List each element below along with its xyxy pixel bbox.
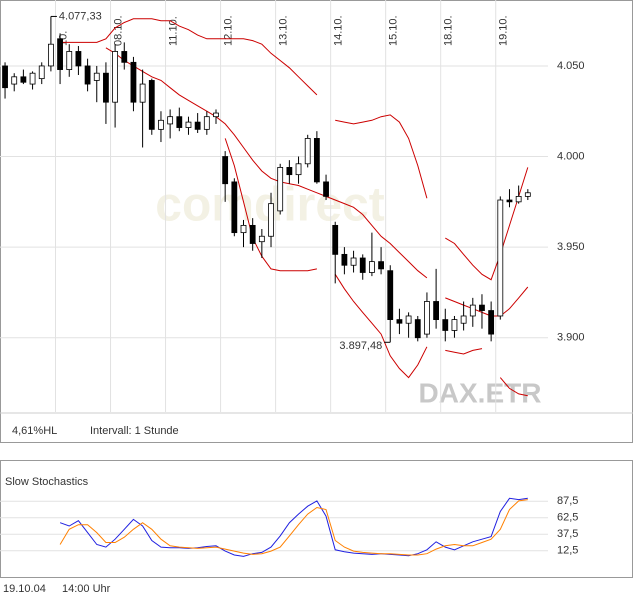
candle-body — [121, 51, 128, 63]
candle-body — [185, 121, 192, 128]
candle-body — [11, 76, 18, 85]
y-tick-label: 4.050 — [557, 60, 585, 72]
candle-body — [2, 65, 8, 89]
candle-body — [332, 224, 339, 255]
footer-date: 19.10.04 — [3, 583, 46, 595]
candle-body — [213, 112, 219, 118]
candle-body — [442, 319, 449, 331]
candle-body — [112, 51, 119, 103]
candle-body — [57, 38, 63, 70]
x-tick-label: 08.10. — [112, 15, 124, 46]
candle-body — [286, 167, 293, 176]
candle-body — [158, 119, 164, 130]
y-tick-label: 3.950 — [557, 241, 585, 253]
candle-body — [304, 138, 311, 165]
x-tick-label: 12.10. — [222, 15, 234, 46]
candle-body — [359, 257, 366, 273]
stochastic-line — [59, 499, 528, 556]
candle-body — [130, 61, 137, 103]
candle-body — [405, 315, 412, 324]
y-tick-label: 4.000 — [557, 150, 585, 162]
x-tick-label: 11.10. — [167, 16, 179, 46]
candle-body — [176, 116, 183, 128]
band-line — [224, 138, 528, 397]
candle-body — [341, 253, 348, 266]
candle-body — [414, 319, 421, 339]
candle-body — [515, 195, 522, 203]
info-interval: Intervall: 1 Stunde — [90, 425, 179, 437]
candle-body — [268, 203, 274, 237]
candle-body — [66, 51, 73, 70]
candle-body — [369, 261, 375, 273]
candle-body — [258, 235, 265, 243]
band-line — [105, 47, 529, 317]
y-tick-label: 12,5 — [557, 545, 578, 557]
candle-body — [387, 270, 394, 320]
x-tick-label: 19.10. — [498, 15, 510, 46]
candle-body — [48, 43, 54, 67]
footer-time: 14:00 Uhr — [62, 583, 111, 595]
candle-body — [75, 51, 82, 67]
candle-body — [524, 192, 531, 197]
candle-body — [148, 80, 155, 130]
candle-body — [488, 310, 495, 335]
stochastic-title: Slow Stochastics — [5, 476, 89, 488]
band-line — [60, 18, 529, 281]
main-panel — [0, 0, 633, 443]
candle-body — [249, 224, 256, 244]
candle-body — [277, 167, 284, 212]
candle-body — [460, 315, 467, 324]
candle-body — [139, 83, 146, 103]
candle-body — [497, 199, 504, 317]
candle-body — [433, 301, 440, 320]
candle-body — [396, 319, 403, 324]
x-tick-label: 14.10. — [333, 15, 345, 46]
annotation-label: 4.077,33 — [59, 10, 102, 22]
symbol-label: DAX.ETR — [419, 377, 542, 408]
candle-body — [295, 163, 302, 176]
stochastic-panel — [0, 460, 633, 578]
candle-body — [203, 116, 210, 130]
candle-body — [451, 319, 458, 331]
candle-body — [479, 304, 485, 311]
candle-body — [313, 138, 320, 183]
stochastic-line — [59, 497, 528, 557]
x-tick-label: 13.10. — [278, 15, 290, 46]
candle-body — [350, 257, 357, 266]
info-range: 4,61%HL — [12, 425, 57, 437]
candle-body — [231, 181, 238, 234]
y-tick-label: 37,5 — [557, 528, 578, 540]
candle-body — [222, 156, 229, 185]
candle-body — [424, 301, 430, 335]
candle-body — [194, 121, 201, 130]
candle-body — [93, 72, 100, 81]
candle-body — [167, 116, 174, 125]
candle-body — [29, 72, 36, 85]
x-tick-label: 18.10. — [443, 15, 455, 46]
candle-body — [240, 224, 247, 234]
candle-body — [506, 199, 513, 203]
annotation-label: 3.897,48 — [339, 340, 382, 352]
x-tick-label: 15.10. — [388, 15, 400, 46]
y-tick-label: 3.900 — [557, 332, 585, 344]
candle-body — [84, 65, 91, 85]
y-tick-label: 87,5 — [557, 495, 578, 507]
y-tick-label: 62,5 — [557, 512, 578, 524]
candle-body — [38, 65, 45, 80]
candle-body — [469, 304, 476, 317]
candle-body — [378, 261, 384, 270]
candle-body — [323, 181, 329, 197]
candle-body — [20, 76, 27, 83]
candle-body — [103, 72, 109, 103]
